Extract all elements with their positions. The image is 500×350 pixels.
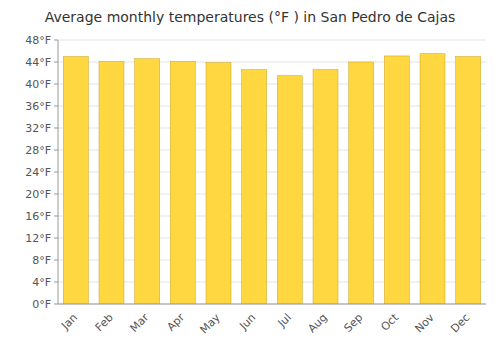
x-tick-label: Oct [378,311,401,334]
bar [420,54,445,304]
y-tick [54,216,58,217]
bar [456,57,481,305]
y-tick [54,150,58,151]
y-tick [54,106,58,107]
y-tick-label: 16°F [25,210,51,223]
grid [58,40,486,304]
y-tick-label: 20°F [25,188,51,201]
x-tick-label: Jan [58,311,80,333]
y-tick-label: 0°F [32,298,51,311]
y-tick-label: 32°F [25,122,51,135]
y-tick-label: 44°F [25,56,51,69]
bar [63,57,88,305]
bar [170,61,195,304]
x-tick-label: Aug [305,311,329,335]
y-tick [54,194,58,195]
chart: Average monthly temperatures (°F ) in Sa… [0,0,500,350]
bar [242,70,267,304]
y-tick-label: 40°F [25,78,51,91]
x-tick-label: Feb [93,311,116,334]
y-tick-label: 36°F [25,100,51,113]
y-axis [58,40,59,304]
bar [313,70,338,304]
y-tick [54,40,58,41]
x-tick-label: Dec [448,311,472,335]
y-tick [54,62,58,63]
x-tick-label: Mar [128,311,152,335]
y-tick-label: 24°F [25,166,51,179]
grid-line [58,40,486,41]
bars [63,54,480,304]
x-tick-label: Nov [412,311,437,336]
y-tick-label: 48°F [25,34,51,47]
bar [206,63,231,304]
title: Average monthly temperatures (°F ) in Sa… [45,9,456,25]
y-tick-label: 4°F [32,276,51,289]
y-tick [54,84,58,85]
y-tick [54,128,58,129]
y-tick [54,172,58,173]
x-tick-label: Jun [236,311,258,333]
bar [277,76,302,304]
y-tick [54,260,58,261]
bar [349,62,374,304]
grid-line [58,304,486,305]
x-tick-label: Apr [164,311,187,334]
y-tick-label: 28°F [25,144,51,157]
y-tick [54,282,58,283]
y-tick [54,238,58,239]
bar [99,61,124,304]
x-tick-label: Jul [275,311,294,330]
x-tick-label: May [197,311,223,337]
bar [135,59,160,304]
y-tick [54,304,58,305]
y-tick-label: 8°F [32,254,51,267]
x-axis [58,304,486,305]
bar [384,56,409,304]
y-tick-label: 12°F [25,232,51,245]
x-tick-label: Sep [342,311,366,335]
